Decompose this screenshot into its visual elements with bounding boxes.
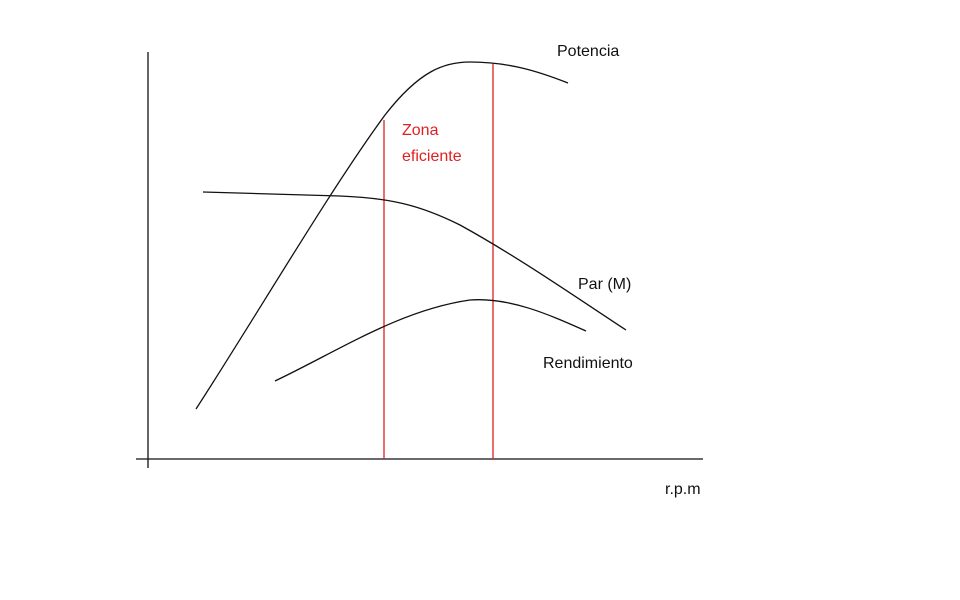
torque-curve bbox=[202, 191, 627, 331]
zone-label: Zona bbox=[402, 122, 439, 139]
power-curve bbox=[195, 61, 569, 410]
x-axis-label: r.p.m bbox=[665, 481, 701, 498]
efficiency-curve bbox=[274, 299, 587, 382]
curve-label: Rendimiento bbox=[543, 355, 633, 372]
curve-label: Potencia bbox=[557, 43, 619, 60]
zone-label: eficiente bbox=[402, 148, 462, 165]
curve-label: Par (M) bbox=[578, 276, 631, 293]
